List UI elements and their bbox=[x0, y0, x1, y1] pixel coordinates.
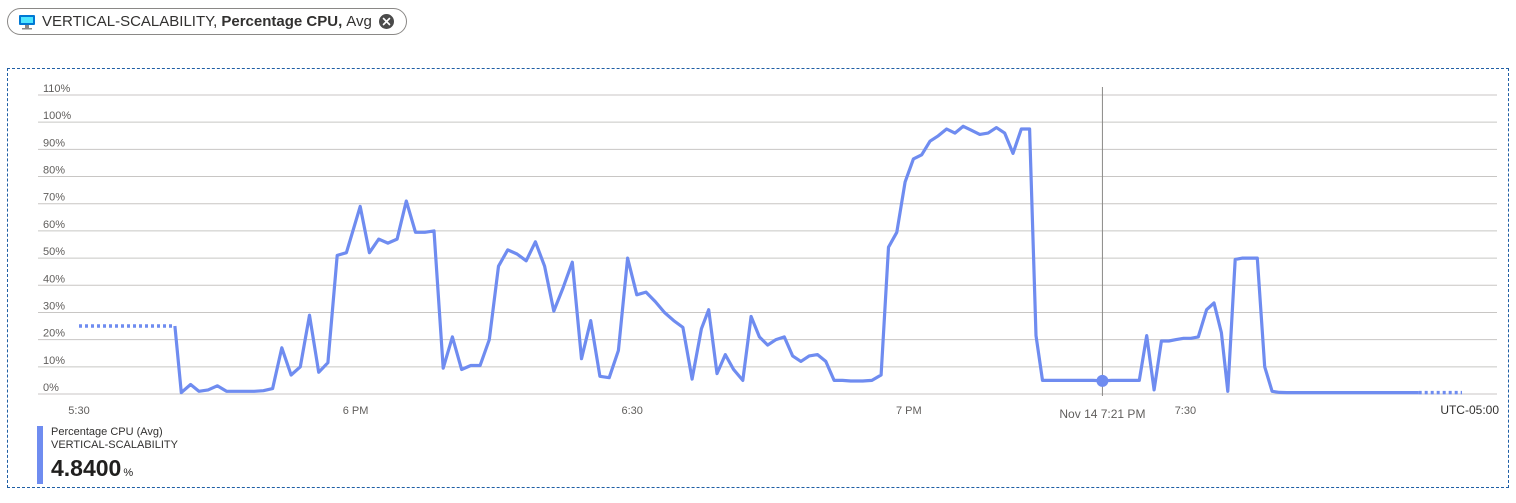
series-layer bbox=[79, 124, 1462, 395]
cursor-point bbox=[1096, 374, 1109, 387]
y-tick-label: 60% bbox=[43, 219, 65, 231]
y-tick-label: 40% bbox=[43, 273, 65, 285]
x-tick-label: 6:30 bbox=[621, 405, 642, 417]
chart-area bbox=[7, 68, 1509, 488]
x-tick-label: 6 PM bbox=[343, 405, 369, 417]
y-tick-label: 100% bbox=[43, 110, 71, 122]
chip-aggregation: Avg bbox=[346, 13, 372, 30]
virtual-machine-icon bbox=[18, 14, 36, 30]
x-tick-label: 7:30 bbox=[1175, 405, 1196, 417]
y-tick-label: 20% bbox=[43, 328, 65, 340]
chip-resource: VERTICAL-SCALABILITY, bbox=[42, 13, 218, 30]
legend[interactable]: Percentage CPU (Avg) VERTICAL-SCALABILIT… bbox=[37, 426, 178, 484]
chip-metric: Percentage CPU, bbox=[221, 13, 343, 30]
y-axis-ticks: 0% 10% 20% 30% 40% 50% 60% 70% 80% 90% 100% 110% bbox=[43, 83, 71, 394]
timezone-label: UTC-05:00 bbox=[1440, 403, 1499, 417]
x-axis-ticks: 5:30 6 PM 6:30 7 PM 7:30 UTC-05:00 bbox=[68, 403, 1499, 417]
legend-unit: % bbox=[123, 467, 134, 479]
y-tick-label: 110% bbox=[43, 83, 71, 95]
y-tick-label: 50% bbox=[43, 246, 65, 258]
y-tick-label: 80% bbox=[43, 165, 65, 177]
grid-lines bbox=[38, 94, 1497, 395]
y-tick-label: 70% bbox=[43, 192, 65, 204]
legend-resource-label: VERTICAL-SCALABILITY bbox=[51, 439, 178, 451]
y-tick-label: 30% bbox=[43, 300, 65, 312]
metric-chip[interactable]: VERTICAL-SCALABILITY, Percentage CPU, Av… bbox=[7, 8, 407, 35]
x-tick-label: 5:30 bbox=[68, 405, 89, 417]
legend-metric-label: Percentage CPU (Avg) bbox=[51, 426, 163, 438]
series-line bbox=[173, 124, 1419, 395]
y-tick-label: 90% bbox=[43, 137, 65, 149]
cursor-layer: Nov 14 7:21 PM bbox=[1059, 87, 1145, 421]
legend-value-number: 4.8400 bbox=[51, 455, 122, 481]
close-icon[interactable] bbox=[379, 14, 394, 29]
y-tick-label: 10% bbox=[43, 355, 65, 367]
y-tick-label: 0% bbox=[43, 382, 59, 394]
x-tick-label: 7 PM bbox=[896, 405, 922, 417]
legend-value: 4.8400% bbox=[51, 454, 178, 487]
cursor-time-label: Nov 14 7:21 PM bbox=[1059, 407, 1145, 421]
